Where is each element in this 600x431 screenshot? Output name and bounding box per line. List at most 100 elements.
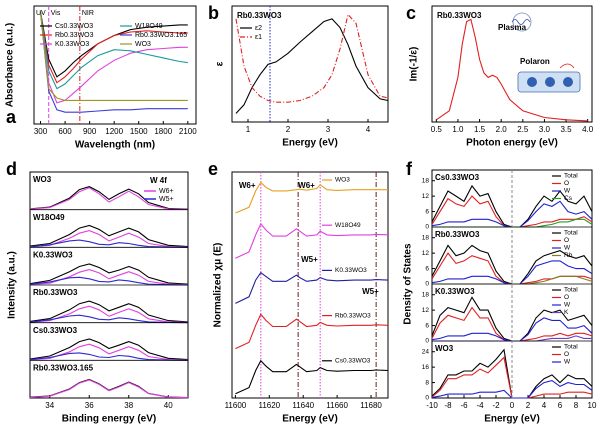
legend-label: W xyxy=(564,359,571,366)
annotation: W6+ xyxy=(239,181,256,190)
x-tick-label: 2 xyxy=(526,401,531,410)
x-tick-label: 11660 xyxy=(326,401,348,410)
polaron-arrow xyxy=(559,63,575,69)
legend-label: Rb0.33WO3.165 xyxy=(135,32,187,39)
x-tick-label: 11680 xyxy=(360,401,382,410)
x-tick-label: 1500 xyxy=(130,127,148,136)
x-axis-label: Photon energy (eV) xyxy=(466,138,558,149)
x-tick-label: 11620 xyxy=(258,401,280,410)
y-tick-label: 0 xyxy=(425,395,429,402)
plot-frame xyxy=(231,5,389,123)
panel-letter: c xyxy=(406,3,416,23)
x-tick-label: 11600 xyxy=(225,401,247,410)
y-tick-label: 18 xyxy=(422,291,430,298)
legend-label: O xyxy=(564,351,569,358)
x-tick-label: 40 xyxy=(164,401,173,410)
legend-label: Total xyxy=(564,344,578,351)
subplot-label: Rb0.33WO3 xyxy=(33,288,78,297)
data-line xyxy=(235,222,389,259)
data-line xyxy=(29,186,189,210)
x-tick-label: 2.0 xyxy=(496,125,508,134)
region-label: Vis xyxy=(51,10,61,17)
legend-label: W5+ xyxy=(159,196,174,203)
data-line xyxy=(29,343,189,361)
subplot-label: K0.33WO3 xyxy=(435,287,475,296)
trace-label: K0.33WO3 xyxy=(335,267,367,274)
annotation: Plasma xyxy=(498,23,527,32)
x-tick-label: 38 xyxy=(124,401,133,410)
x-tick-label: 3.5 xyxy=(560,125,572,134)
legend-label: O xyxy=(564,237,569,244)
x-tick-label: 2.5 xyxy=(517,125,529,134)
x-axis-label: Wavelength (nm) xyxy=(75,140,155,151)
x-tick-label: 10 xyxy=(588,401,597,410)
y-tick-label: 12 xyxy=(422,193,430,200)
legend-label: K0.33WO3 xyxy=(55,41,89,48)
data-line xyxy=(29,338,189,361)
annotation: W5+ xyxy=(362,287,379,296)
x-tick-label: 2100 xyxy=(179,127,197,136)
plasma-cloud xyxy=(512,12,532,32)
annotation: W6+ xyxy=(298,181,315,190)
data-line xyxy=(29,239,189,248)
subplot-label: WO3 xyxy=(33,175,52,184)
y-axis-label: Intensity (a.u.) xyxy=(7,251,18,319)
legend-label: W xyxy=(564,302,571,309)
data-line xyxy=(29,305,189,323)
legend-label: Cs0.33WO3 xyxy=(55,23,93,30)
polaron-icon xyxy=(517,63,581,93)
legend-label: ε1 xyxy=(255,34,262,41)
x-tick-label: 300 xyxy=(34,127,48,136)
y-axis-label: Im(-1/ε) xyxy=(409,47,420,82)
data-line xyxy=(29,230,189,248)
trace-label: WO3 xyxy=(335,177,350,184)
panel-letter: a xyxy=(6,107,17,127)
x-tick-label: -4 xyxy=(476,401,484,410)
x-tick-label: 34 xyxy=(45,401,54,410)
data-line xyxy=(29,379,189,399)
data-line xyxy=(29,187,189,210)
legend-label: K xyxy=(564,309,569,316)
y-axis-label: Normalized χμ (E) xyxy=(213,243,224,328)
plot-frame xyxy=(33,5,197,125)
annotation: W5+ xyxy=(301,255,318,264)
legend-label: Rb0.33WO3 xyxy=(55,32,94,39)
x-tick-label: 11640 xyxy=(292,401,314,410)
panel-letter: e xyxy=(208,159,218,179)
y-tick-label: 8 xyxy=(425,379,429,386)
polaron-charge xyxy=(545,77,555,87)
x-tick-label: 2 xyxy=(286,125,291,134)
x-tick-label: 8 xyxy=(574,401,579,410)
legend-label: O xyxy=(564,294,569,301)
data-line xyxy=(39,11,188,101)
data-line xyxy=(39,11,188,113)
x-tick-label: -2 xyxy=(492,401,500,410)
legend-label: Total xyxy=(564,230,578,237)
y-tick-label: 12 xyxy=(422,307,430,314)
plot-frame xyxy=(231,171,389,399)
trace-label: Rb0.33WO3 xyxy=(335,312,371,319)
legend-label: Total xyxy=(564,173,578,180)
y-tick-label: 6 xyxy=(425,265,429,272)
y-tick-label: 6 xyxy=(425,322,429,329)
subplot-label: W18O49 xyxy=(33,213,65,222)
y-tick-label: 18 xyxy=(422,177,430,184)
x-tick-label: 3.0 xyxy=(539,125,551,134)
panel-label: Rb0.33WO3 xyxy=(437,11,482,20)
panel-label: Rb0.33WO3 xyxy=(237,11,282,20)
x-tick-label: 6 xyxy=(558,401,563,410)
y-tick-label: 16 xyxy=(422,364,430,371)
data-line xyxy=(39,11,188,84)
data-line xyxy=(29,314,189,324)
polaron-charge xyxy=(563,77,573,87)
subplot-label: Rb0.33WO3.165 xyxy=(33,363,94,372)
x-tick-label: 1.0 xyxy=(452,125,464,134)
data-line xyxy=(235,359,389,395)
x-tick-label: 4 xyxy=(542,401,547,410)
subplot-label: Cs0.33WO3 xyxy=(435,173,480,182)
legend-label: Total xyxy=(564,287,578,294)
region-label: UV xyxy=(36,10,46,17)
legend-label: W xyxy=(564,245,571,252)
